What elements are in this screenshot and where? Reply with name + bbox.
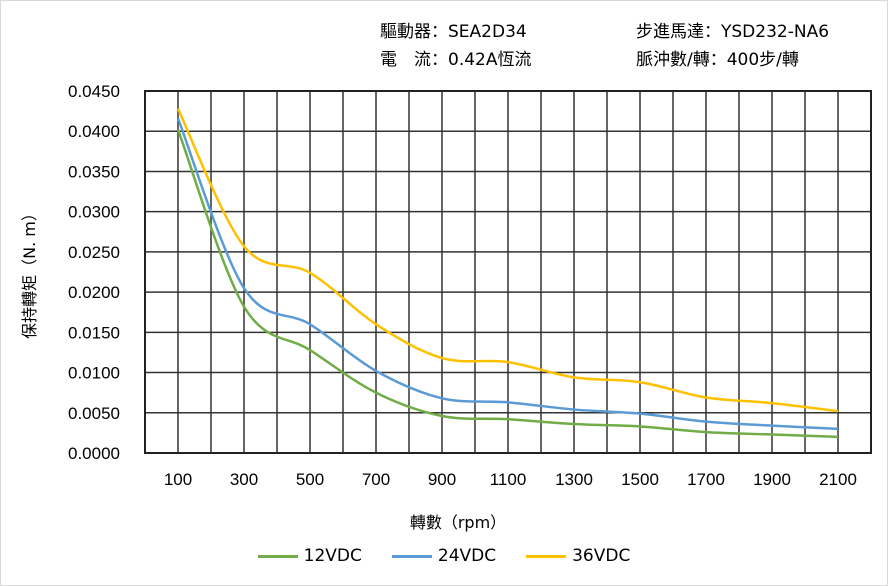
- pulse-value: 400步/轉: [726, 50, 799, 70]
- current-label: 電 流：: [380, 50, 448, 70]
- motor-info: 步進馬達：YSD232-NA6: [636, 17, 829, 42]
- pulse-info: 脈沖數/轉：400步/轉: [636, 45, 799, 70]
- x-tick-label: 700: [362, 470, 390, 489]
- current-value: 0.42A恆流: [448, 50, 532, 70]
- y-tick-label: 0.0250: [68, 243, 120, 262]
- y-tick-label: 0.0300: [68, 203, 120, 222]
- motor-label: 步進馬達：: [636, 22, 721, 42]
- series-line-24vdc: [176, 117, 839, 431]
- current-info: 電 流：0.42A恆流: [380, 45, 531, 70]
- legend-swatch: [257, 554, 298, 558]
- x-axis-label: 轉數（rpm）: [409, 513, 507, 532]
- y-tick-label: 0.0050: [68, 404, 120, 423]
- legend-label: 24VDC: [437, 546, 497, 566]
- driver-value: SEA2D34: [448, 22, 527, 42]
- driver-label: 驅動器：: [380, 22, 448, 42]
- y-tick-label: 0.0400: [68, 122, 120, 141]
- driver-info: 驅動器：SEA2D34: [380, 17, 527, 42]
- x-tick-label: 1700: [687, 470, 725, 489]
- x-tick-label: 100: [164, 470, 192, 489]
- x-tick-label: 300: [230, 470, 258, 489]
- plot-border: [144, 90, 872, 454]
- x-tick-label: 1100: [490, 470, 527, 489]
- series-line-12vdc: [176, 129, 839, 439]
- x-tick-label: 2100: [819, 470, 857, 489]
- y-tick-label: 0.0350: [68, 162, 120, 181]
- x-tick-label: 1500: [621, 470, 659, 489]
- legend-label: 12VDC: [303, 546, 362, 566]
- y-tick-label: 0.0200: [68, 283, 120, 302]
- y-tick-label: 0.0000: [68, 444, 120, 463]
- motor-value: YSD232-NA6: [721, 22, 830, 42]
- y-tick-label: 0.0100: [68, 364, 120, 383]
- y-tick-label: 0.0450: [68, 82, 120, 101]
- legend-swatch: [526, 554, 567, 558]
- series-line-36vdc: [176, 108, 839, 413]
- y-axis-label: 保持轉矩（N. m）: [20, 205, 39, 339]
- x-tick-label: 1300: [555, 470, 593, 489]
- x-tick-label: 1900: [753, 470, 791, 489]
- legend-swatch: [391, 554, 432, 558]
- x-tick-label: 500: [296, 470, 324, 489]
- x-tick-label: 900: [428, 470, 456, 489]
- legend-item: 12VDC: [257, 546, 362, 566]
- y-tick-label: 0.0150: [68, 323, 120, 342]
- pulse-label: 脈沖數/轉：: [636, 50, 727, 70]
- legend-item: 36VDC: [526, 546, 630, 566]
- legend-label: 36VDC: [572, 546, 631, 566]
- legend-item: 24VDC: [391, 546, 497, 566]
- legend: 12VDC 24VDC 36VDC: [0, 546, 888, 566]
